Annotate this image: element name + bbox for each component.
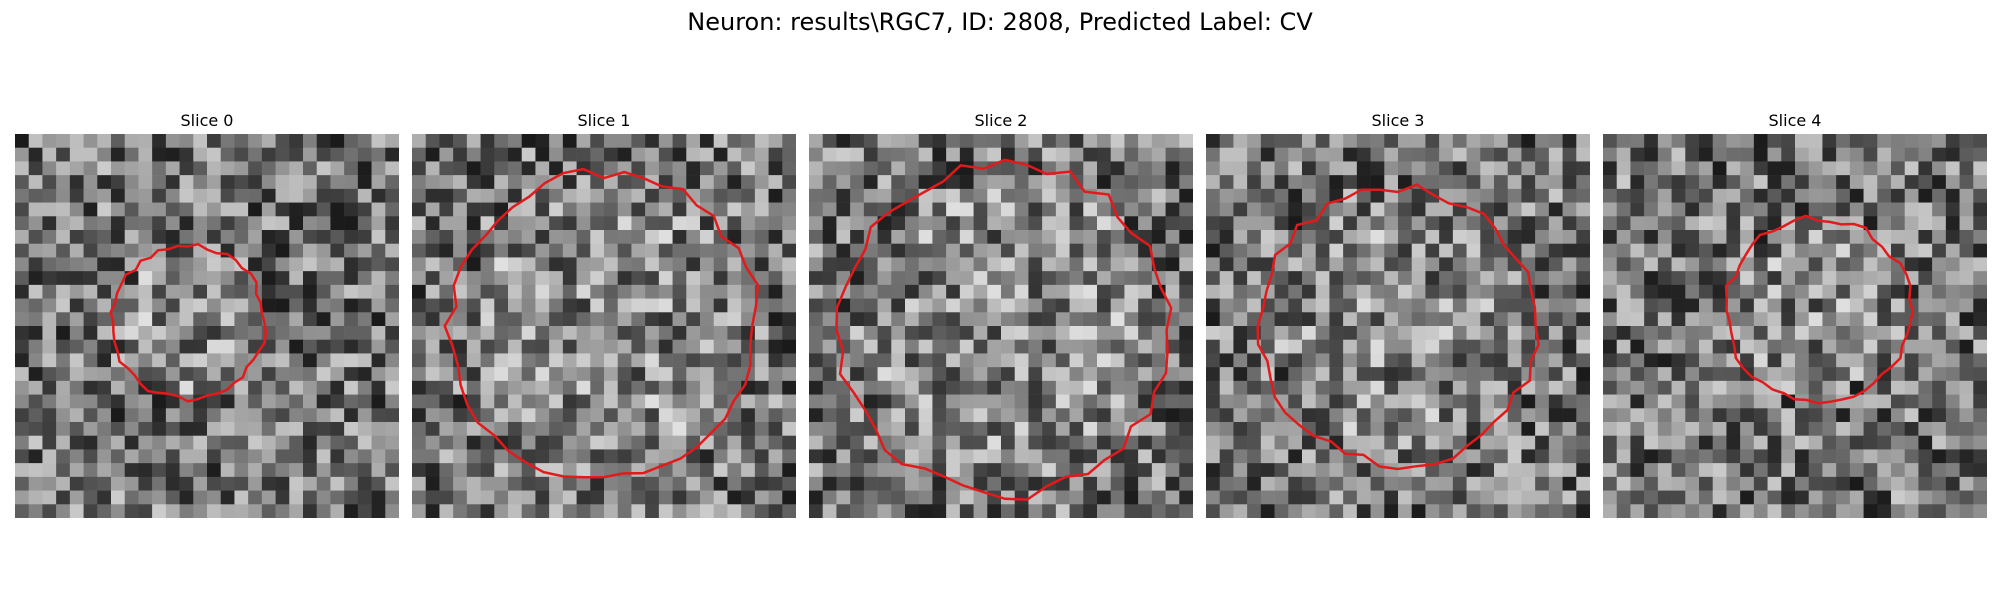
slice-svg xyxy=(1206,134,1590,518)
roi-contour xyxy=(443,167,759,479)
slice-image xyxy=(809,134,1193,518)
slice-svg xyxy=(1603,134,1987,518)
slice-svg xyxy=(809,134,1193,518)
slice-svg xyxy=(412,134,796,518)
slice-image xyxy=(15,134,399,518)
slice-panel-4: Slice 4 xyxy=(1603,108,1987,518)
slice-title: Slice 4 xyxy=(1768,111,1822,130)
slice-panel-1: Slice 1 xyxy=(412,108,796,518)
roi-contour xyxy=(109,242,268,403)
roi-contour xyxy=(1256,183,1540,471)
roi-contour xyxy=(835,158,1173,501)
slice-image xyxy=(412,134,796,518)
figure-title: Neuron: results\RGC7, ID: 2808, Predicte… xyxy=(687,8,1313,36)
roi-contour xyxy=(1724,214,1914,405)
slice-panel-3: Slice 3 xyxy=(1206,108,1590,518)
slice-title: Slice 3 xyxy=(1371,111,1425,130)
slice-title: Slice 1 xyxy=(577,111,631,130)
slice-panel-2: Slice 2 xyxy=(809,108,1193,518)
slice-panel-0: Slice 0 xyxy=(15,108,399,518)
slice-image xyxy=(1206,134,1590,518)
slice-image xyxy=(1603,134,1987,518)
slice-title: Slice 2 xyxy=(974,111,1028,130)
slice-svg xyxy=(15,134,399,518)
slice-title: Slice 0 xyxy=(180,111,234,130)
